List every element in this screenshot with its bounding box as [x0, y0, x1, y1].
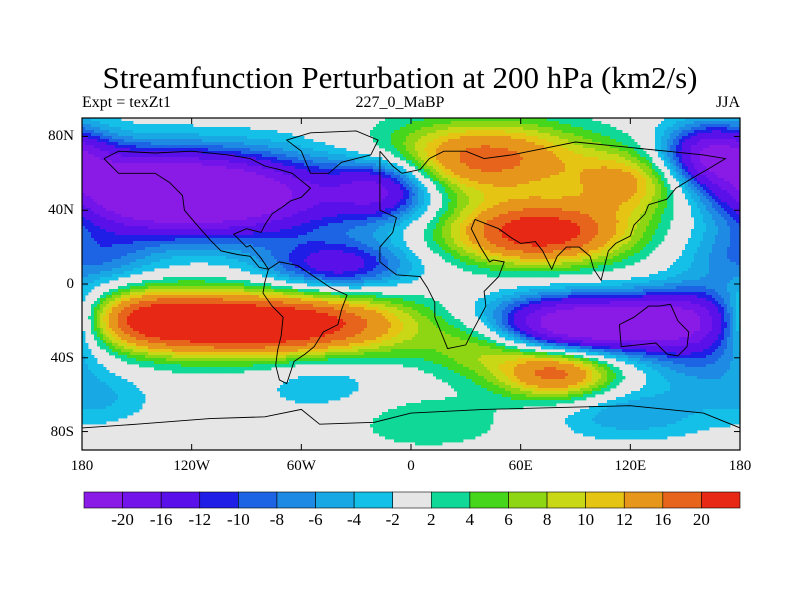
colorbar-swatch	[586, 492, 625, 508]
colorbar-label: 2	[411, 511, 451, 529]
x-tick-label: 180	[710, 458, 770, 474]
x-tick-label: 60E	[491, 458, 551, 474]
colorbar-label: 16	[643, 511, 683, 529]
colorbar-swatch	[508, 492, 547, 508]
colorbar-label: 12	[604, 511, 644, 529]
y-tick-label: 40N	[30, 202, 74, 218]
y-tick-label: 80S	[30, 424, 74, 440]
x-tick-label: 60W	[271, 458, 331, 474]
colorbar-label: -4	[334, 511, 374, 529]
colorbar-label: -6	[296, 511, 336, 529]
x-tick-label: 120E	[600, 458, 660, 474]
colorbar-label: -2	[373, 511, 413, 529]
colorbar-label: 10	[566, 511, 606, 529]
colorbar-label: -10	[218, 511, 258, 529]
colorbar-swatch	[238, 492, 277, 508]
y-tick-label: 40S	[30, 350, 74, 366]
colorbar-label: 8	[527, 511, 567, 529]
colorbar-swatch	[470, 492, 509, 508]
colorbar	[84, 492, 740, 508]
colorbar-swatch	[624, 492, 663, 508]
colorbar-swatch	[354, 492, 393, 508]
y-tick-label: 0	[30, 276, 74, 292]
colorbar-swatch	[277, 492, 316, 508]
colorbar-swatch	[161, 492, 200, 508]
colorbar-label: -8	[257, 511, 297, 529]
colorbar-label: 4	[450, 511, 490, 529]
colorbar-label: -16	[141, 511, 181, 529]
colorbar-swatch	[316, 492, 355, 508]
colorbar-swatch	[123, 492, 162, 508]
colorbar-label: 20	[681, 511, 721, 529]
x-tick-label: 120W	[162, 458, 222, 474]
colorbar-swatch	[200, 492, 239, 508]
colorbar-label: -20	[103, 511, 143, 529]
colorbar-swatch	[547, 492, 586, 508]
y-tick-label: 80N	[30, 128, 74, 144]
colorbar-swatch	[663, 492, 702, 508]
colorbar-swatch	[393, 492, 432, 508]
colorbar-swatch	[84, 492, 123, 508]
x-tick-label: 180	[52, 458, 112, 474]
x-tick-label: 0	[381, 458, 441, 474]
colorbar-label: 6	[489, 511, 529, 529]
colorbar-swatch	[431, 492, 470, 508]
colorbar-label: -12	[180, 511, 220, 529]
colorbar-swatch	[701, 492, 740, 508]
